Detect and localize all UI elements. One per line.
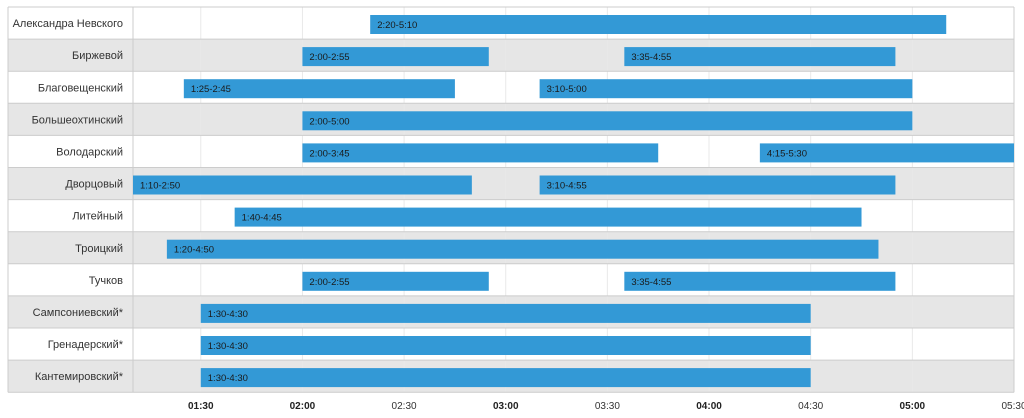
interval-label: 4:15-5:30 <box>767 148 807 159</box>
row-label: Большеохтинский <box>32 114 123 126</box>
interval-label: 3:10-4:55 <box>547 181 587 192</box>
row-label: Александра Невского <box>13 18 123 30</box>
row-label: Кантемировский* <box>35 371 124 383</box>
interval-label: 1:30-4:30 <box>208 373 248 384</box>
row-label: Троицкий <box>75 243 123 255</box>
interval-label: 2:00-5:00 <box>309 116 349 127</box>
interval-bar <box>200 368 811 388</box>
x-tick-label: 04:30 <box>798 401 823 412</box>
interval-bar <box>133 175 472 195</box>
interval-bar <box>302 271 489 291</box>
row-label: Тучков <box>89 275 123 287</box>
interval-bar <box>624 271 896 291</box>
x-tick-label: 05:30 <box>1001 401 1024 412</box>
interval-label: 3:35-4:55 <box>631 52 671 63</box>
interval-label: 2:00-2:55 <box>309 277 349 288</box>
interval-label: 2:00-2:55 <box>309 52 349 63</box>
row-label: Гренадерский* <box>48 339 124 351</box>
interval-bar <box>759 143 1014 163</box>
x-tick-label: 01:30 <box>188 401 214 412</box>
interval-bar <box>539 79 913 99</box>
interval-bar <box>539 175 896 195</box>
interval-bar <box>200 303 811 323</box>
interval-bar <box>183 79 455 99</box>
interval-label: 1:30-4:30 <box>208 341 248 352</box>
interval-bar <box>234 207 862 227</box>
x-tick-label: 02:30 <box>392 401 417 412</box>
interval-label: 1:30-4:30 <box>208 309 248 320</box>
interval-bar <box>302 143 659 163</box>
interval-label: 1:25-2:45 <box>191 84 231 95</box>
interval-label: 2:20-5:10 <box>377 20 417 31</box>
interval-bar <box>302 111 913 131</box>
x-tick-label: 05:00 <box>900 401 926 412</box>
interval-label: 3:10-5:00 <box>547 84 587 95</box>
interval-label: 2:00-3:45 <box>309 148 349 159</box>
interval-label: 1:20-4:50 <box>174 245 214 256</box>
x-tick-label: 03:00 <box>493 401 519 412</box>
row-label: Биржевой <box>72 50 123 62</box>
row-label: Благовещенский <box>38 82 123 94</box>
row-label: Сампсониевский* <box>33 307 124 319</box>
interval-label: 1:40-4:45 <box>242 213 282 224</box>
interval-label: 3:35-4:55 <box>631 277 671 288</box>
interval-label: 1:10-2:50 <box>140 181 180 192</box>
interval-bar <box>302 47 489 67</box>
interval-bar <box>200 336 811 355</box>
row-label: Литейный <box>72 211 123 223</box>
row-label: Дворцовый <box>65 179 123 191</box>
interval-bar <box>166 239 879 259</box>
interval-bar <box>624 47 896 67</box>
interval-bar <box>370 15 947 34</box>
x-tick-label: 04:00 <box>696 401 722 412</box>
row-label: Володарский <box>56 146 123 158</box>
x-tick-label: 02:00 <box>290 401 316 412</box>
x-tick-label: 03:30 <box>595 401 620 412</box>
